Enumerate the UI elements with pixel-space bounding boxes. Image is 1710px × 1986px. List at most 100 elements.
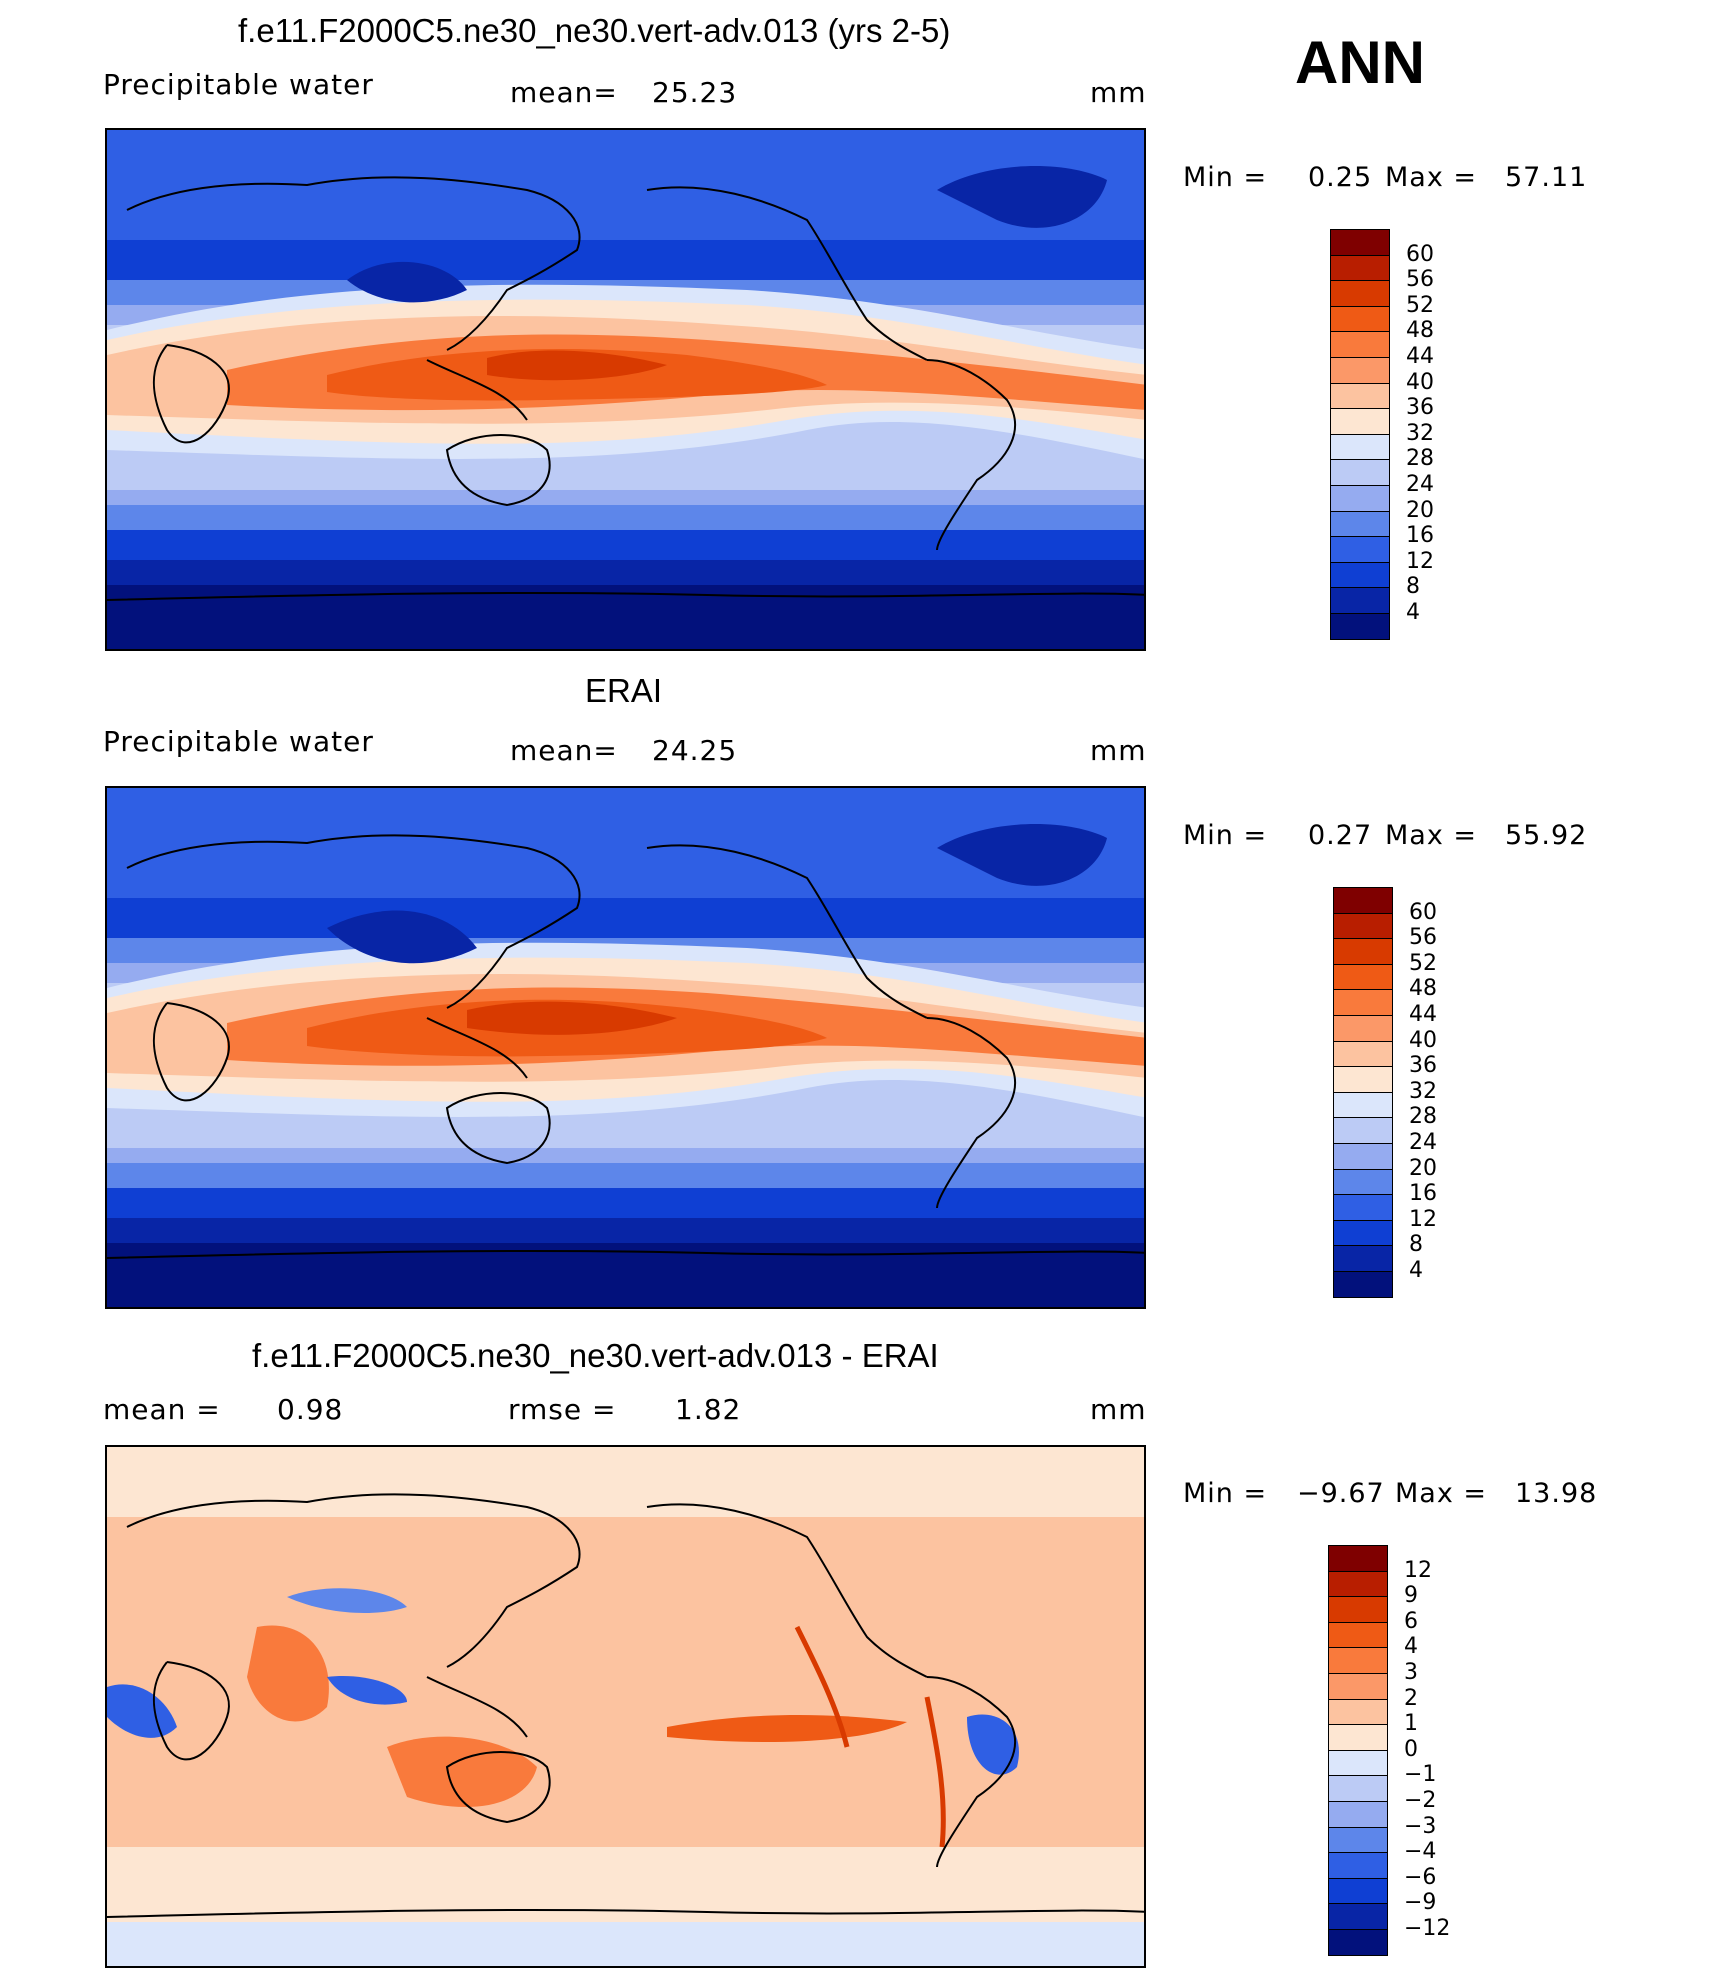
colorbar-tick-label: 56 bbox=[1409, 925, 1437, 951]
colorbar-swatch bbox=[1333, 1015, 1393, 1043]
colorbar-swatch bbox=[1330, 536, 1390, 564]
season-label: ANN bbox=[1295, 29, 1425, 96]
colorbar-swatch bbox=[1333, 1143, 1393, 1171]
panel2-units: mm bbox=[1090, 734, 1147, 767]
panel1-title: f.e11.F2000C5.ne30_ne30.vert-adv.013 (yr… bbox=[238, 12, 951, 49]
colorbar-tick-label: 8 bbox=[1409, 1232, 1423, 1258]
colorbar-tick-label: 40 bbox=[1409, 1027, 1437, 1053]
colorbar-swatch bbox=[1330, 459, 1390, 487]
colorbar-swatch bbox=[1328, 1929, 1388, 1957]
colorbar-swatch bbox=[1333, 1117, 1393, 1145]
colorbar-tick-label: −2 bbox=[1404, 1788, 1437, 1813]
panel1-units: mm bbox=[1090, 76, 1147, 109]
panel3-max-label: Max = bbox=[1395, 1478, 1488, 1509]
colorbar-tick-label: 12 bbox=[1409, 1206, 1437, 1232]
colorbar-tick-label: 36 bbox=[1406, 395, 1434, 421]
colorbar-tick-label: 44 bbox=[1406, 344, 1434, 369]
colorbar-swatch bbox=[1330, 433, 1390, 461]
colorbar-tick-label: 48 bbox=[1409, 976, 1437, 1002]
colorbar-tick-label: 1 bbox=[1404, 1711, 1418, 1737]
colorbar-tick-label: 12 bbox=[1404, 1557, 1432, 1583]
colorbar-swatch bbox=[1328, 1801, 1388, 1829]
colorbar-swatch bbox=[1333, 1091, 1393, 1119]
colorbar-swatch bbox=[1330, 280, 1390, 308]
colorbar-swatch bbox=[1328, 1596, 1388, 1624]
colorbar-tick-label: 4 bbox=[1406, 600, 1420, 625]
colorbar-swatch bbox=[1333, 1168, 1393, 1196]
colorbar-tick-label: 9 bbox=[1404, 1583, 1418, 1609]
panel1-mean-value: 25.23 bbox=[652, 76, 738, 109]
colorbar-swatch bbox=[1330, 485, 1390, 513]
colorbar-tick-label: 24 bbox=[1409, 1130, 1437, 1155]
colorbar-swatch bbox=[1328, 1570, 1388, 1598]
colorbar-swatch bbox=[1330, 613, 1390, 641]
colorbar-swatch bbox=[1333, 1066, 1393, 1094]
colorbar-swatch bbox=[1330, 382, 1390, 410]
colorbar-tick-label: −4 bbox=[1404, 1839, 1437, 1865]
panel3-rmse-label: rmse = bbox=[508, 1393, 617, 1426]
colorbar-tick-label: 60 bbox=[1406, 241, 1434, 267]
colorbar-swatch bbox=[1328, 1621, 1388, 1649]
colorbar-swatch bbox=[1330, 229, 1390, 257]
colorbar-tick-label: 4 bbox=[1409, 1258, 1423, 1283]
panel2-max-label: Max = bbox=[1385, 820, 1478, 851]
panel2-mean-label: mean= bbox=[510, 734, 618, 767]
panel2-min-label: Min = bbox=[1183, 820, 1268, 851]
colorbar-swatch bbox=[1333, 989, 1393, 1017]
colorbar-swatch bbox=[1328, 1698, 1388, 1726]
panel3-min-label: Min = bbox=[1183, 1478, 1268, 1509]
panel2-title: ERAI bbox=[585, 672, 663, 709]
colorbar-tick-label: 52 bbox=[1409, 950, 1437, 976]
panel2-max-value: 55.92 bbox=[1505, 820, 1588, 851]
panel3-mean-label: mean = bbox=[103, 1393, 221, 1426]
colorbar-swatch bbox=[1333, 1040, 1393, 1068]
colorbar-swatch bbox=[1333, 938, 1393, 966]
colorbar-tick-label: 36 bbox=[1409, 1053, 1437, 1079]
colorbar-swatch bbox=[1330, 254, 1390, 282]
colorbar-swatch bbox=[1330, 510, 1390, 538]
colorbar-tick-label: 40 bbox=[1406, 369, 1434, 395]
panel2-map bbox=[105, 786, 1146, 1309]
panel1-min-label: Min = bbox=[1183, 162, 1268, 193]
colorbar-tick-label: 16 bbox=[1409, 1181, 1437, 1207]
colorbar-swatch bbox=[1328, 1826, 1388, 1854]
panel3-units: mm bbox=[1090, 1393, 1147, 1426]
panel1-map bbox=[105, 128, 1146, 651]
panel1-max-label: Max = bbox=[1385, 162, 1478, 193]
colorbar-tick-label: 4 bbox=[1404, 1634, 1418, 1660]
panel3-min-value: −9.67 bbox=[1297, 1478, 1385, 1509]
colorbar-tick-label: 32 bbox=[1409, 1078, 1437, 1104]
panel3-max-value: 13.98 bbox=[1515, 1478, 1598, 1509]
colorbar-tick-label: −3 bbox=[1404, 1813, 1437, 1839]
colorbar-tick-label: 32 bbox=[1406, 420, 1434, 446]
colorbar-swatch bbox=[1328, 1724, 1388, 1752]
colorbar-swatch bbox=[1333, 1194, 1393, 1222]
colorbar-swatch bbox=[1328, 1775, 1388, 1803]
colorbar-swatch bbox=[1330, 408, 1390, 436]
colorbar-tick-label: 3 bbox=[1404, 1660, 1418, 1685]
colorbar-swatch bbox=[1328, 1749, 1388, 1777]
colorbar-swatch bbox=[1328, 1647, 1388, 1675]
panel2-field-plot bbox=[107, 788, 1144, 1307]
colorbar-tick-label: −1 bbox=[1404, 1762, 1437, 1788]
panel2-variable: Precipitable water bbox=[103, 725, 374, 758]
colorbar-tick-label: 48 bbox=[1406, 318, 1434, 344]
colorbar-swatch bbox=[1333, 1271, 1393, 1299]
colorbar-tick-label: 44 bbox=[1409, 1002, 1437, 1027]
panel1-field-plot bbox=[107, 130, 1144, 649]
colorbar-swatch bbox=[1330, 561, 1390, 589]
colorbar-swatch bbox=[1328, 1673, 1388, 1701]
colorbar-tick-label: 28 bbox=[1406, 446, 1434, 472]
colorbar-tick-label: 2 bbox=[1404, 1685, 1418, 1711]
colorbar-tick-label: 8 bbox=[1406, 574, 1420, 600]
panel1-mean-label: mean= bbox=[510, 76, 618, 109]
panel2-min-value: 0.27 bbox=[1308, 820, 1373, 851]
colorbar-swatch bbox=[1333, 963, 1393, 991]
colorbar-swatch bbox=[1328, 1877, 1388, 1905]
colorbar-swatch bbox=[1330, 357, 1390, 385]
panel3-map bbox=[105, 1445, 1146, 1968]
colorbar-tick-label: 20 bbox=[1409, 1155, 1437, 1181]
colorbar-tick-label: 16 bbox=[1406, 523, 1434, 549]
colorbar-swatch bbox=[1333, 1245, 1393, 1273]
panel3-field-plot bbox=[107, 1447, 1144, 1966]
